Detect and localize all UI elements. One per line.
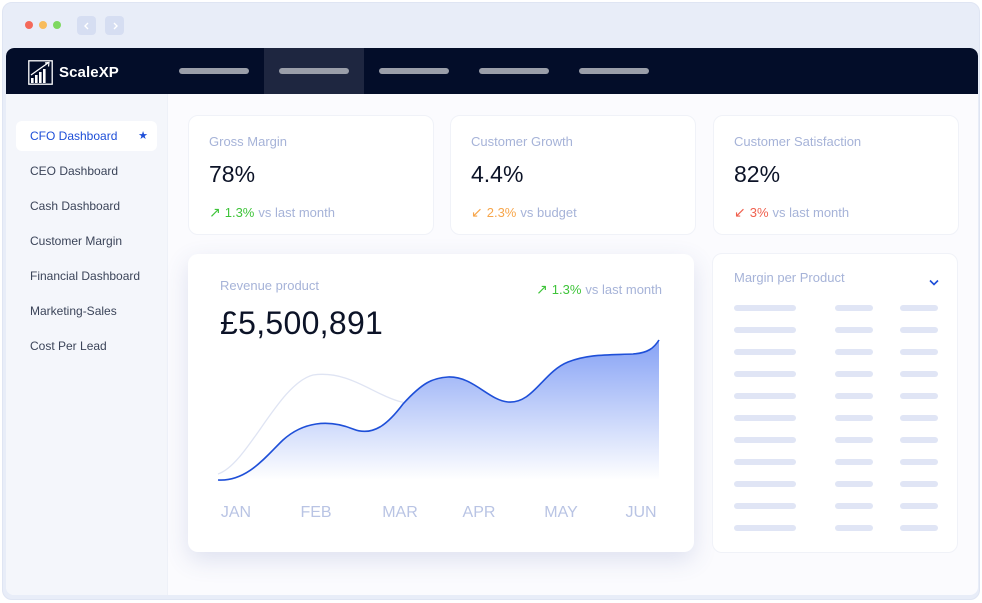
kpi-value: 82%	[734, 161, 781, 187]
kpi-label: Customer Growth	[471, 134, 573, 149]
revenue-line	[217, 339, 660, 481]
nav-label-placeholder	[279, 68, 349, 74]
x-axis-label: JUN	[625, 504, 657, 521]
revenue-label: Revenue product	[220, 278, 320, 293]
placeholder-row	[713, 415, 959, 421]
kpi-label: Customer Satisfaction	[734, 134, 862, 149]
trend-change: 1.3%	[224, 205, 255, 220]
placeholder-row	[713, 525, 959, 531]
top-navigation-bar: ScaleXP	[6, 48, 978, 94]
revenue-chart-card[interactable]: Revenue product £5,500,891 ↗ 1.3% vs las…	[188, 254, 694, 552]
minimize-window-dot[interactable]	[39, 21, 47, 29]
top-nav	[164, 48, 664, 94]
kpi-value: 4.4%	[471, 161, 524, 187]
placeholder-row	[713, 393, 959, 399]
sidebar-item-ceo-dashboard[interactable]: CEO Dashboard	[16, 156, 157, 186]
revenue-value: £5,500,891	[220, 305, 384, 341]
kpi-card-gross-margin[interactable]: Gross Margin 78% ↗ 1.3% vs last month	[188, 115, 434, 235]
kpi-value: 78%	[209, 161, 256, 187]
top-nav-item-5[interactable]	[564, 48, 664, 94]
nav-label-placeholder	[579, 68, 649, 74]
trend-up-icon: ↗	[536, 281, 548, 297]
nav-label-placeholder	[379, 68, 449, 74]
kpi-card-customer-growth[interactable]: Customer Growth 4.4% ↙ 2.3% vs budget	[450, 115, 696, 235]
trend-change: 2.3%	[486, 205, 517, 220]
placeholder-row	[713, 481, 959, 487]
sidebar-item-label: CEO Dashboard	[30, 164, 119, 178]
placeholder-row	[713, 305, 959, 311]
placeholder-row	[713, 371, 959, 377]
window-controls	[25, 21, 61, 29]
trend-down-icon: ↙	[471, 204, 483, 220]
brand-logo[interactable]: ScaleXP	[28, 60, 119, 85]
app-frame: ScaleXP CFO Dashboard ★ CEO Dashboard Ca…	[6, 48, 978, 595]
kpi-label: Gross Margin	[209, 134, 288, 149]
x-axis-label: FEB	[300, 504, 332, 521]
brand-name: ScaleXP	[59, 64, 119, 81]
sidebar-item-label: CFO Dashboard	[30, 129, 118, 143]
sidebar-item-label: Marketing-Sales	[30, 304, 117, 318]
sidebar-item-financial-dashboard[interactable]: Financial Dashboard	[16, 261, 157, 291]
top-nav-item-4[interactable]	[464, 48, 564, 94]
chevron-down-icon	[929, 279, 939, 286]
sidebar-item-customer-margin[interactable]: Customer Margin	[16, 226, 157, 256]
kpi-trend: ↙ 3% vs last month	[734, 204, 849, 221]
back-button[interactable]	[77, 16, 96, 35]
trend-suffix: vs last month	[585, 282, 662, 297]
chevron-left-icon	[83, 22, 88, 29]
bar-chart-growth-icon	[28, 60, 53, 85]
x-axis-label: MAR	[382, 504, 418, 521]
revenue-trend: ↗ 1.3% vs last month	[536, 281, 662, 298]
x-axis-label: JAN	[220, 504, 252, 521]
forward-button[interactable]	[105, 16, 124, 35]
placeholder-row	[713, 459, 959, 465]
trend-up-icon: ↗	[209, 204, 221, 220]
kpi-card-customer-satisfaction[interactable]: Customer Satisfaction 82% ↙ 3% vs last m…	[713, 115, 959, 235]
sidebar-item-cash-dashboard[interactable]: Cash Dashboard	[16, 191, 157, 221]
trend-down-icon: ↙	[734, 204, 746, 220]
revenue-area	[218, 340, 659, 481]
placeholder-row	[713, 503, 959, 509]
x-axis-label: MAY	[544, 504, 578, 521]
trend-change: 3%	[749, 205, 769, 220]
maximize-window-dot[interactable]	[53, 21, 61, 29]
sidebar-item-cfo-dashboard[interactable]: CFO Dashboard ★	[16, 121, 157, 151]
trend-suffix: vs budget	[520, 205, 577, 220]
kpi-trend: ↗ 1.3% vs last month	[209, 204, 335, 221]
kpi-trend: ↙ 2.3% vs budget	[471, 204, 577, 221]
x-axis-label: APR	[462, 504, 496, 521]
close-window-dot[interactable]	[25, 21, 33, 29]
margin-per-product-title: Margin per Product	[734, 270, 845, 285]
margin-per-product-dropdown[interactable]	[929, 273, 939, 291]
sidebar-item-label: Financial Dashboard	[30, 269, 141, 283]
sidebar: CFO Dashboard ★ CEO Dashboard Cash Dashb…	[6, 94, 168, 595]
star-icon[interactable]: ★	[138, 130, 148, 142]
sidebar-item-label: Cost Per Lead	[30, 339, 107, 353]
trend-suffix: vs last month	[258, 205, 335, 220]
trend-suffix: vs last month	[772, 205, 850, 220]
revenue-area-chart	[217, 339, 660, 481]
sidebar-item-marketing-sales[interactable]: Marketing-Sales	[16, 296, 157, 326]
sidebar-item-cost-per-lead[interactable]: Cost Per Lead	[16, 331, 157, 361]
chevron-right-icon	[113, 22, 118, 29]
top-nav-item-3[interactable]	[364, 48, 464, 94]
sidebar-item-label: Cash Dashboard	[30, 199, 121, 213]
nav-label-placeholder	[179, 68, 249, 74]
top-nav-item-2[interactable]	[264, 48, 364, 94]
placeholder-row	[713, 327, 959, 333]
placeholder-row	[713, 437, 959, 443]
nav-label-placeholder	[479, 68, 549, 74]
sidebar-item-label: Customer Margin	[30, 234, 123, 248]
margin-per-product-card: Margin per Product	[712, 253, 958, 553]
trend-change: 1.3%	[551, 282, 582, 297]
placeholder-row	[713, 349, 959, 355]
top-nav-item-1[interactable]	[164, 48, 264, 94]
